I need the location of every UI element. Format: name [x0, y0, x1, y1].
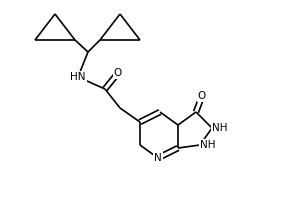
Text: N: N: [154, 153, 162, 163]
Text: HN: HN: [70, 72, 86, 82]
Text: O: O: [198, 91, 206, 101]
Text: NH: NH: [200, 140, 215, 150]
Text: O: O: [114, 68, 122, 78]
Text: NH: NH: [212, 123, 227, 133]
